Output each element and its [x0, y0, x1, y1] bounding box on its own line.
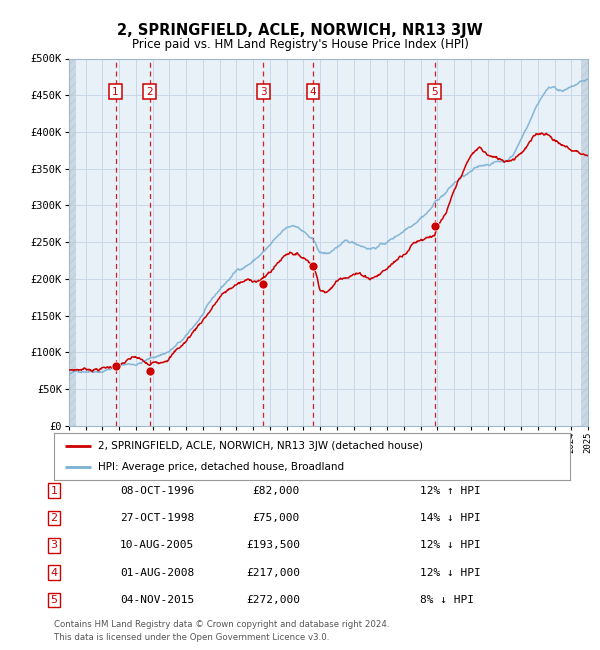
Text: 3: 3	[50, 540, 58, 551]
Text: 8% ↓ HPI: 8% ↓ HPI	[420, 595, 474, 605]
Text: 08-OCT-1996: 08-OCT-1996	[120, 486, 194, 496]
Text: 4: 4	[310, 86, 316, 97]
Text: 12% ↑ HPI: 12% ↑ HPI	[420, 486, 481, 496]
Text: Contains HM Land Registry data © Crown copyright and database right 2024.: Contains HM Land Registry data © Crown c…	[54, 619, 389, 629]
Text: £272,000: £272,000	[246, 595, 300, 605]
Text: 12% ↓ HPI: 12% ↓ HPI	[420, 567, 481, 578]
Text: 4: 4	[50, 567, 58, 578]
Text: 10-AUG-2005: 10-AUG-2005	[120, 540, 194, 551]
Text: 2: 2	[146, 86, 153, 97]
Text: 27-OCT-1998: 27-OCT-1998	[120, 513, 194, 523]
Text: £82,000: £82,000	[253, 486, 300, 496]
Text: 14% ↓ HPI: 14% ↓ HPI	[420, 513, 481, 523]
Text: 01-AUG-2008: 01-AUG-2008	[120, 567, 194, 578]
Text: 5: 5	[50, 595, 58, 605]
Text: 2, SPRINGFIELD, ACLE, NORWICH, NR13 3JW: 2, SPRINGFIELD, ACLE, NORWICH, NR13 3JW	[117, 23, 483, 38]
Text: 5: 5	[431, 86, 438, 97]
Text: 04-NOV-2015: 04-NOV-2015	[120, 595, 194, 605]
Text: 2: 2	[50, 513, 58, 523]
Text: Price paid vs. HM Land Registry's House Price Index (HPI): Price paid vs. HM Land Registry's House …	[131, 38, 469, 51]
Text: 2, SPRINGFIELD, ACLE, NORWICH, NR13 3JW (detached house): 2, SPRINGFIELD, ACLE, NORWICH, NR13 3JW …	[98, 441, 423, 450]
Text: £217,000: £217,000	[246, 567, 300, 578]
Text: £75,000: £75,000	[253, 513, 300, 523]
Text: 1: 1	[50, 486, 58, 496]
Text: This data is licensed under the Open Government Licence v3.0.: This data is licensed under the Open Gov…	[54, 633, 329, 642]
Text: 3: 3	[260, 86, 266, 97]
Text: 12% ↓ HPI: 12% ↓ HPI	[420, 540, 481, 551]
Text: 1: 1	[112, 86, 119, 97]
Text: £193,500: £193,500	[246, 540, 300, 551]
Text: HPI: Average price, detached house, Broadland: HPI: Average price, detached house, Broa…	[98, 462, 344, 472]
